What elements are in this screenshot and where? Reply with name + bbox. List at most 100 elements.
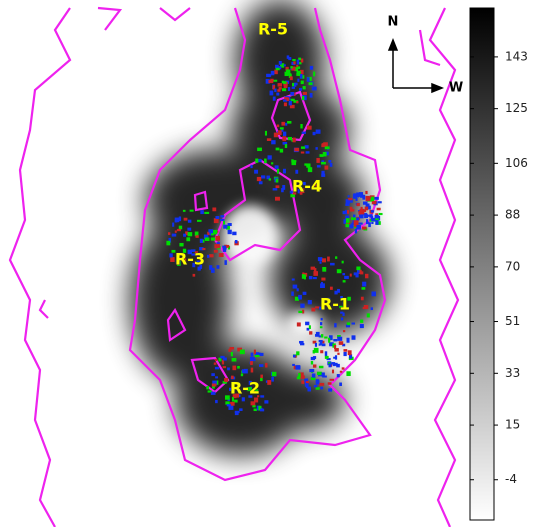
source xyxy=(290,92,294,96)
source xyxy=(281,122,285,126)
source xyxy=(168,232,170,235)
source xyxy=(371,307,373,310)
source xyxy=(212,207,216,211)
source xyxy=(260,409,264,412)
north-label: N xyxy=(388,15,399,30)
source xyxy=(358,223,362,225)
source xyxy=(301,381,304,384)
source xyxy=(319,383,324,386)
source xyxy=(365,191,367,194)
source xyxy=(283,81,287,84)
region-label: R-1 xyxy=(320,295,350,314)
source xyxy=(351,323,355,325)
source xyxy=(277,169,279,174)
source xyxy=(303,92,307,95)
source xyxy=(351,217,356,220)
source xyxy=(316,379,319,384)
source xyxy=(313,277,317,279)
source xyxy=(284,64,286,66)
source xyxy=(365,274,368,278)
source xyxy=(276,179,279,183)
source xyxy=(356,198,358,201)
source xyxy=(215,400,218,403)
source xyxy=(293,285,298,289)
source xyxy=(278,83,283,87)
source xyxy=(281,188,284,192)
source xyxy=(348,350,352,355)
source xyxy=(320,261,322,263)
source xyxy=(300,74,302,79)
source xyxy=(305,145,309,148)
source xyxy=(175,230,177,232)
source xyxy=(254,170,258,174)
source xyxy=(183,210,186,212)
source xyxy=(346,218,350,223)
source xyxy=(276,148,280,151)
source xyxy=(206,386,209,389)
source xyxy=(345,224,349,228)
source xyxy=(377,208,381,211)
source xyxy=(228,349,231,352)
source xyxy=(347,322,350,325)
source xyxy=(257,177,261,181)
source xyxy=(328,363,331,367)
source xyxy=(368,222,371,227)
source xyxy=(349,224,353,228)
source xyxy=(272,372,277,376)
source xyxy=(365,207,368,211)
source xyxy=(232,358,237,362)
source xyxy=(362,227,367,230)
source xyxy=(283,169,286,174)
source xyxy=(296,73,300,76)
source xyxy=(328,388,332,391)
source xyxy=(280,127,284,129)
source xyxy=(251,353,254,357)
source xyxy=(296,351,299,355)
source xyxy=(295,83,298,86)
source xyxy=(354,220,359,225)
source xyxy=(196,235,199,238)
source xyxy=(260,395,264,397)
source xyxy=(232,232,236,236)
source xyxy=(222,246,226,248)
source xyxy=(322,376,327,378)
source xyxy=(215,216,219,219)
source xyxy=(187,228,191,231)
sky-image: N W xyxy=(0,0,468,527)
source xyxy=(323,152,327,156)
source xyxy=(341,317,343,320)
source xyxy=(204,212,209,214)
source xyxy=(322,258,326,262)
source xyxy=(350,209,354,212)
source xyxy=(172,234,176,237)
source xyxy=(268,80,273,83)
source xyxy=(361,207,363,210)
source xyxy=(297,79,299,82)
source xyxy=(342,261,344,264)
source xyxy=(259,181,263,184)
source xyxy=(321,344,325,347)
source xyxy=(316,387,320,389)
source xyxy=(307,387,311,392)
source xyxy=(363,307,368,309)
source xyxy=(303,292,307,295)
source xyxy=(276,68,280,70)
source xyxy=(348,195,350,197)
west-label: W xyxy=(449,81,463,96)
source xyxy=(325,146,330,149)
source xyxy=(188,220,191,223)
region-label: R-4 xyxy=(292,177,322,196)
source xyxy=(299,88,302,91)
source xyxy=(298,373,300,378)
source xyxy=(193,274,196,277)
source xyxy=(347,210,349,214)
source xyxy=(279,61,282,65)
source xyxy=(321,162,326,165)
source xyxy=(352,335,356,339)
source xyxy=(339,383,342,386)
source xyxy=(337,337,342,341)
source xyxy=(276,185,280,188)
source xyxy=(207,255,209,258)
source xyxy=(310,66,313,70)
source xyxy=(179,243,183,246)
